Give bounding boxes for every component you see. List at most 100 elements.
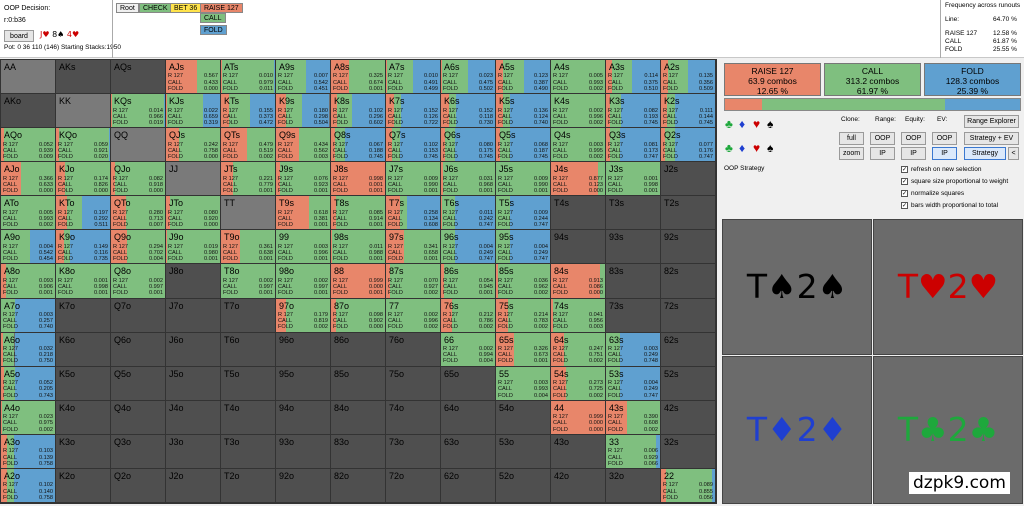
hand-cell[interactable]: 22 R 127 0.089 CALL 0.855 FOLD 0.056 — [661, 468, 716, 503]
hand-cell[interactable]: 42o — [551, 468, 606, 503]
hand-cell[interactable]: KK — [56, 94, 111, 129]
board-diamonds[interactable]: T♦2♦ — [722, 356, 872, 504]
hand-cell[interactable]: J4o — [166, 400, 221, 435]
hand-cell[interactable]: 66 R 127 0.002 CALL 0.994 FOLD 0.004 — [441, 332, 496, 367]
hand-cell[interactable]: 85s R 127 0.036 CALL 0.962 FOLD 0.002 — [496, 264, 551, 299]
spade-icon-2[interactable]: ♠ — [767, 141, 774, 155]
hand-cell[interactable]: A5s R 127 0.123 CALL 0.387 FOLD 0.490 — [496, 60, 551, 95]
spade-icon[interactable]: ♠ — [767, 117, 774, 131]
hand-cell[interactable]: 96s R 127 0.004 CALL 0.249 FOLD 0.747 — [441, 230, 496, 265]
hand-cell[interactable]: QTo R 127 0.280 CALL 0.713 FOLD 0.007 — [111, 196, 166, 231]
hand-cell[interactable]: 55 R 127 0.003 CALL 0.993 FOLD 0.004 — [496, 366, 551, 401]
hand-cell[interactable]: 83o — [331, 434, 386, 469]
hand-cell[interactable]: K9o R 127 0.149 CALL 0.116 FOLD 0.735 — [56, 230, 111, 265]
hand-cell[interactable]: A9o R 127 0.004 CALL 0.542 FOLD 0.454 — [1, 230, 56, 265]
hand-cell[interactable]: Q3s R 127 0.081 CALL 0.173 FOLD 0.747 — [606, 128, 661, 163]
option-bars-width[interactable]: ✓ bars width proportional to total — [901, 202, 999, 210]
hand-cell[interactable]: 32s — [661, 434, 716, 469]
hand-cell[interactable]: 94s — [551, 230, 606, 265]
hand-cell[interactable]: 98s R 127 0.011 CALL 0.988 FOLD 0.001 — [331, 230, 386, 265]
hand-cell[interactable]: 64s R 127 0.247 CALL 0.751 FOLD 0.002 — [551, 332, 606, 367]
hand-cell[interactable]: 75o — [386, 366, 441, 401]
hand-cell[interactable]: K4o — [56, 400, 111, 435]
summary-raise[interactable]: RAISE 127 63.9 combos 12.65 % — [724, 63, 821, 96]
hand-cell[interactable]: 72o — [386, 468, 441, 503]
hand-cell[interactable]: J7s R 127 0.009 CALL 0.990 FOLD 0.001 — [386, 162, 441, 197]
hand-cell[interactable]: JTs R 127 0.221 CALL 0.779 FOLD 0.001 — [221, 162, 276, 197]
hand-cell[interactable]: T9s R 127 0.618 CALL 0.381 FOLD 0.001 — [276, 196, 331, 231]
hand-cell[interactable]: 82o — [331, 468, 386, 503]
hand-cell[interactable]: 92o — [276, 468, 331, 503]
hand-cell[interactable]: K3s R 127 0.082 CALL 0.193 FOLD 0.745 — [606, 94, 661, 129]
hand-cell[interactable]: 33 R 127 0.006 CALL 0.929 FOLD 0.066 — [606, 434, 661, 469]
hand-cell[interactable]: AJo R 127 0.366 CALL 0.633 FOLD 0.000 — [1, 162, 56, 197]
hand-cell[interactable]: T8s R 127 0.085 CALL 0.914 FOLD 0.001 — [331, 196, 386, 231]
hand-cell[interactable]: 53s R 127 0.004 CALL 0.249 FOLD 0.747 — [606, 366, 661, 401]
hand-cell[interactable]: A9s R 127 0.007 CALL 0.542 FOLD 0.451 — [276, 60, 331, 95]
full-button[interactable]: full — [839, 132, 864, 145]
hand-cell[interactable]: 76s R 127 0.212 CALL 0.786 FOLD 0.002 — [441, 298, 496, 333]
hand-cell[interactable]: K2s R 127 0.111 CALL 0.144 FOLD 0.745 — [661, 94, 716, 129]
hand-cell[interactable]: 84o — [331, 400, 386, 435]
hand-cell[interactable]: T7o — [221, 298, 276, 333]
hand-cell[interactable]: 93s — [606, 230, 661, 265]
hand-cell[interactable]: Q7s R 127 0.102 CALL 0.153 FOLD 0.745 — [386, 128, 441, 163]
hand-cell[interactable]: 93o — [276, 434, 331, 469]
hand-cell[interactable]: AQo R 127 0.052 CALL 0.939 FOLD 0.009 — [1, 128, 56, 163]
hand-cell[interactable]: 82s — [661, 264, 716, 299]
hand-cell[interactable]: A5o R 127 0.052 CALL 0.205 FOLD 0.743 — [1, 366, 56, 401]
range-ip-button[interactable]: IP — [870, 147, 895, 160]
hand-cell[interactable]: JTo R 127 0.080 CALL 0.920 FOLD 0.000 — [166, 196, 221, 231]
hand-cell[interactable]: ATs R 127 0.010 CALL 0.979 FOLD 0.011 — [221, 60, 276, 95]
breadcrumb-item[interactable]: BET 36 — [170, 3, 202, 13]
hand-cell[interactable]: Q2o — [111, 468, 166, 503]
hand-cell[interactable]: T8o R 127 0.002 CALL 0.997 FOLD 0.001 — [221, 264, 276, 299]
hand-cell[interactable]: J5s R 127 0.009 CALL 0.990 FOLD 0.001 — [496, 162, 551, 197]
ev-oop-button[interactable]: OOP — [932, 132, 957, 145]
hand-cell[interactable]: QJs R 127 0.242 CALL 0.758 FOLD 0.000 — [166, 128, 221, 163]
option-normalize[interactable]: ✓ normalize squares — [901, 190, 965, 198]
hand-cell[interactable]: K5s R 127 0.136 CALL 0.124 FOLD 0.740 — [496, 94, 551, 129]
hand-cell[interactable]: K5o — [56, 366, 111, 401]
option-square-size[interactable]: ✓ square size proportional to weight — [901, 178, 1009, 186]
hand-cell[interactable]: KJo R 127 0.174 CALL 0.826 FOLD 0.000 — [56, 162, 111, 197]
club-icon[interactable]: ♣ — [725, 117, 733, 131]
hand-cell[interactable]: T4o — [221, 400, 276, 435]
hand-cell[interactable]: J9s R 127 0.076 CALL 0.923 FOLD 0.001 — [276, 162, 331, 197]
hand-cell[interactable]: Q7o — [111, 298, 166, 333]
hand-cell[interactable]: 43s R 127 0.390 CALL 0.608 FOLD 0.002 — [606, 400, 661, 435]
hand-cell[interactable]: Q6s R 127 0.080 CALL 0.175 FOLD 0.745 — [441, 128, 496, 163]
hand-cell[interactable]: 74s R 127 0.041 CALL 0.956 FOLD 0.003 — [551, 298, 606, 333]
hand-cell[interactable]: K7o — [56, 298, 111, 333]
hand-cell[interactable]: 65o — [441, 366, 496, 401]
hand-cell[interactable]: 73o — [386, 434, 441, 469]
hand-cell[interactable]: 62o — [441, 468, 496, 503]
hand-cell[interactable]: 75s R 127 0.214 CALL 0.783 FOLD 0.002 — [496, 298, 551, 333]
hand-cell[interactable]: Q3o — [111, 434, 166, 469]
hand-cell[interactable]: T3s — [606, 196, 661, 231]
hand-cell[interactable]: 95s R 127 0.004 CALL 0.249 FOLD 0.747 — [496, 230, 551, 265]
breadcrumb-item[interactable]: RAISE 127 — [200, 3, 243, 13]
hand-cell[interactable]: Q6o — [111, 332, 166, 367]
hand-cell[interactable]: QJo R 127 0.082 CALL 0.918 FOLD 0.000 — [111, 162, 166, 197]
hand-cell[interactable]: 94o — [276, 400, 331, 435]
hand-cell[interactable]: 88 R 127 0.999 CALL 0.000 FOLD 0.001 — [331, 264, 386, 299]
hand-cell[interactable]: K7s R 127 0.152 CALL 0.126 FOLD 0.722 — [386, 94, 441, 129]
hand-cell[interactable]: 86s R 127 0.054 CALL 0.945 FOLD 0.001 — [441, 264, 496, 299]
hand-cell[interactable]: J7o — [166, 298, 221, 333]
hand-cell[interactable]: AKo — [1, 94, 56, 129]
hand-cell[interactable]: A3o R 127 0.103 CALL 0.139 FOLD 0.758 — [1, 434, 56, 469]
hand-cell[interactable]: J4s R 127 0.877 CALL 0.123 FOLD 0.000 — [551, 162, 606, 197]
hand-cell[interactable]: J9o R 127 0.019 CALL 0.980 FOLD 0.001 — [166, 230, 221, 265]
hand-cell[interactable]: 72s — [661, 298, 716, 333]
diamond-icon-2[interactable]: ♦ — [739, 141, 746, 155]
hand-cell[interactable]: 85o — [331, 366, 386, 401]
hand-cell[interactable]: K2o — [56, 468, 111, 503]
hand-cell[interactable]: A8o R 127 0.093 CALL 0.906 FOLD 0.001 — [1, 264, 56, 299]
hand-cell[interactable]: T6s R 127 0.011 CALL 0.242 FOLD 0.747 — [441, 196, 496, 231]
hand-cell[interactable]: J8s R 127 0.998 CALL 0.001 FOLD 0.001 — [331, 162, 386, 197]
hand-cell[interactable]: A8s R 127 0.325 CALL 0.674 FOLD 0.001 — [331, 60, 386, 95]
breadcrumb-item[interactable]: Root — [116, 3, 139, 13]
board-button[interactable]: board — [4, 30, 34, 42]
hand-cell[interactable]: J6o — [166, 332, 221, 367]
